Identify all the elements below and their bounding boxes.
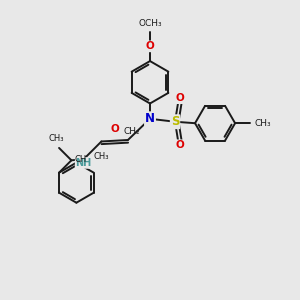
Text: N: N [145,112,155,125]
Text: O: O [146,41,154,51]
Text: O: O [110,124,119,134]
Text: CH₃: CH₃ [254,119,271,128]
Text: CH₃: CH₃ [94,152,109,161]
Text: CH: CH [75,155,87,164]
Text: O: O [176,93,184,103]
Text: OCH₃: OCH₃ [138,19,162,28]
Text: NH: NH [76,158,92,168]
Text: CH₃: CH₃ [49,134,64,142]
Text: O: O [176,140,184,150]
Text: CH₂: CH₂ [123,127,140,136]
Text: S: S [171,115,179,128]
